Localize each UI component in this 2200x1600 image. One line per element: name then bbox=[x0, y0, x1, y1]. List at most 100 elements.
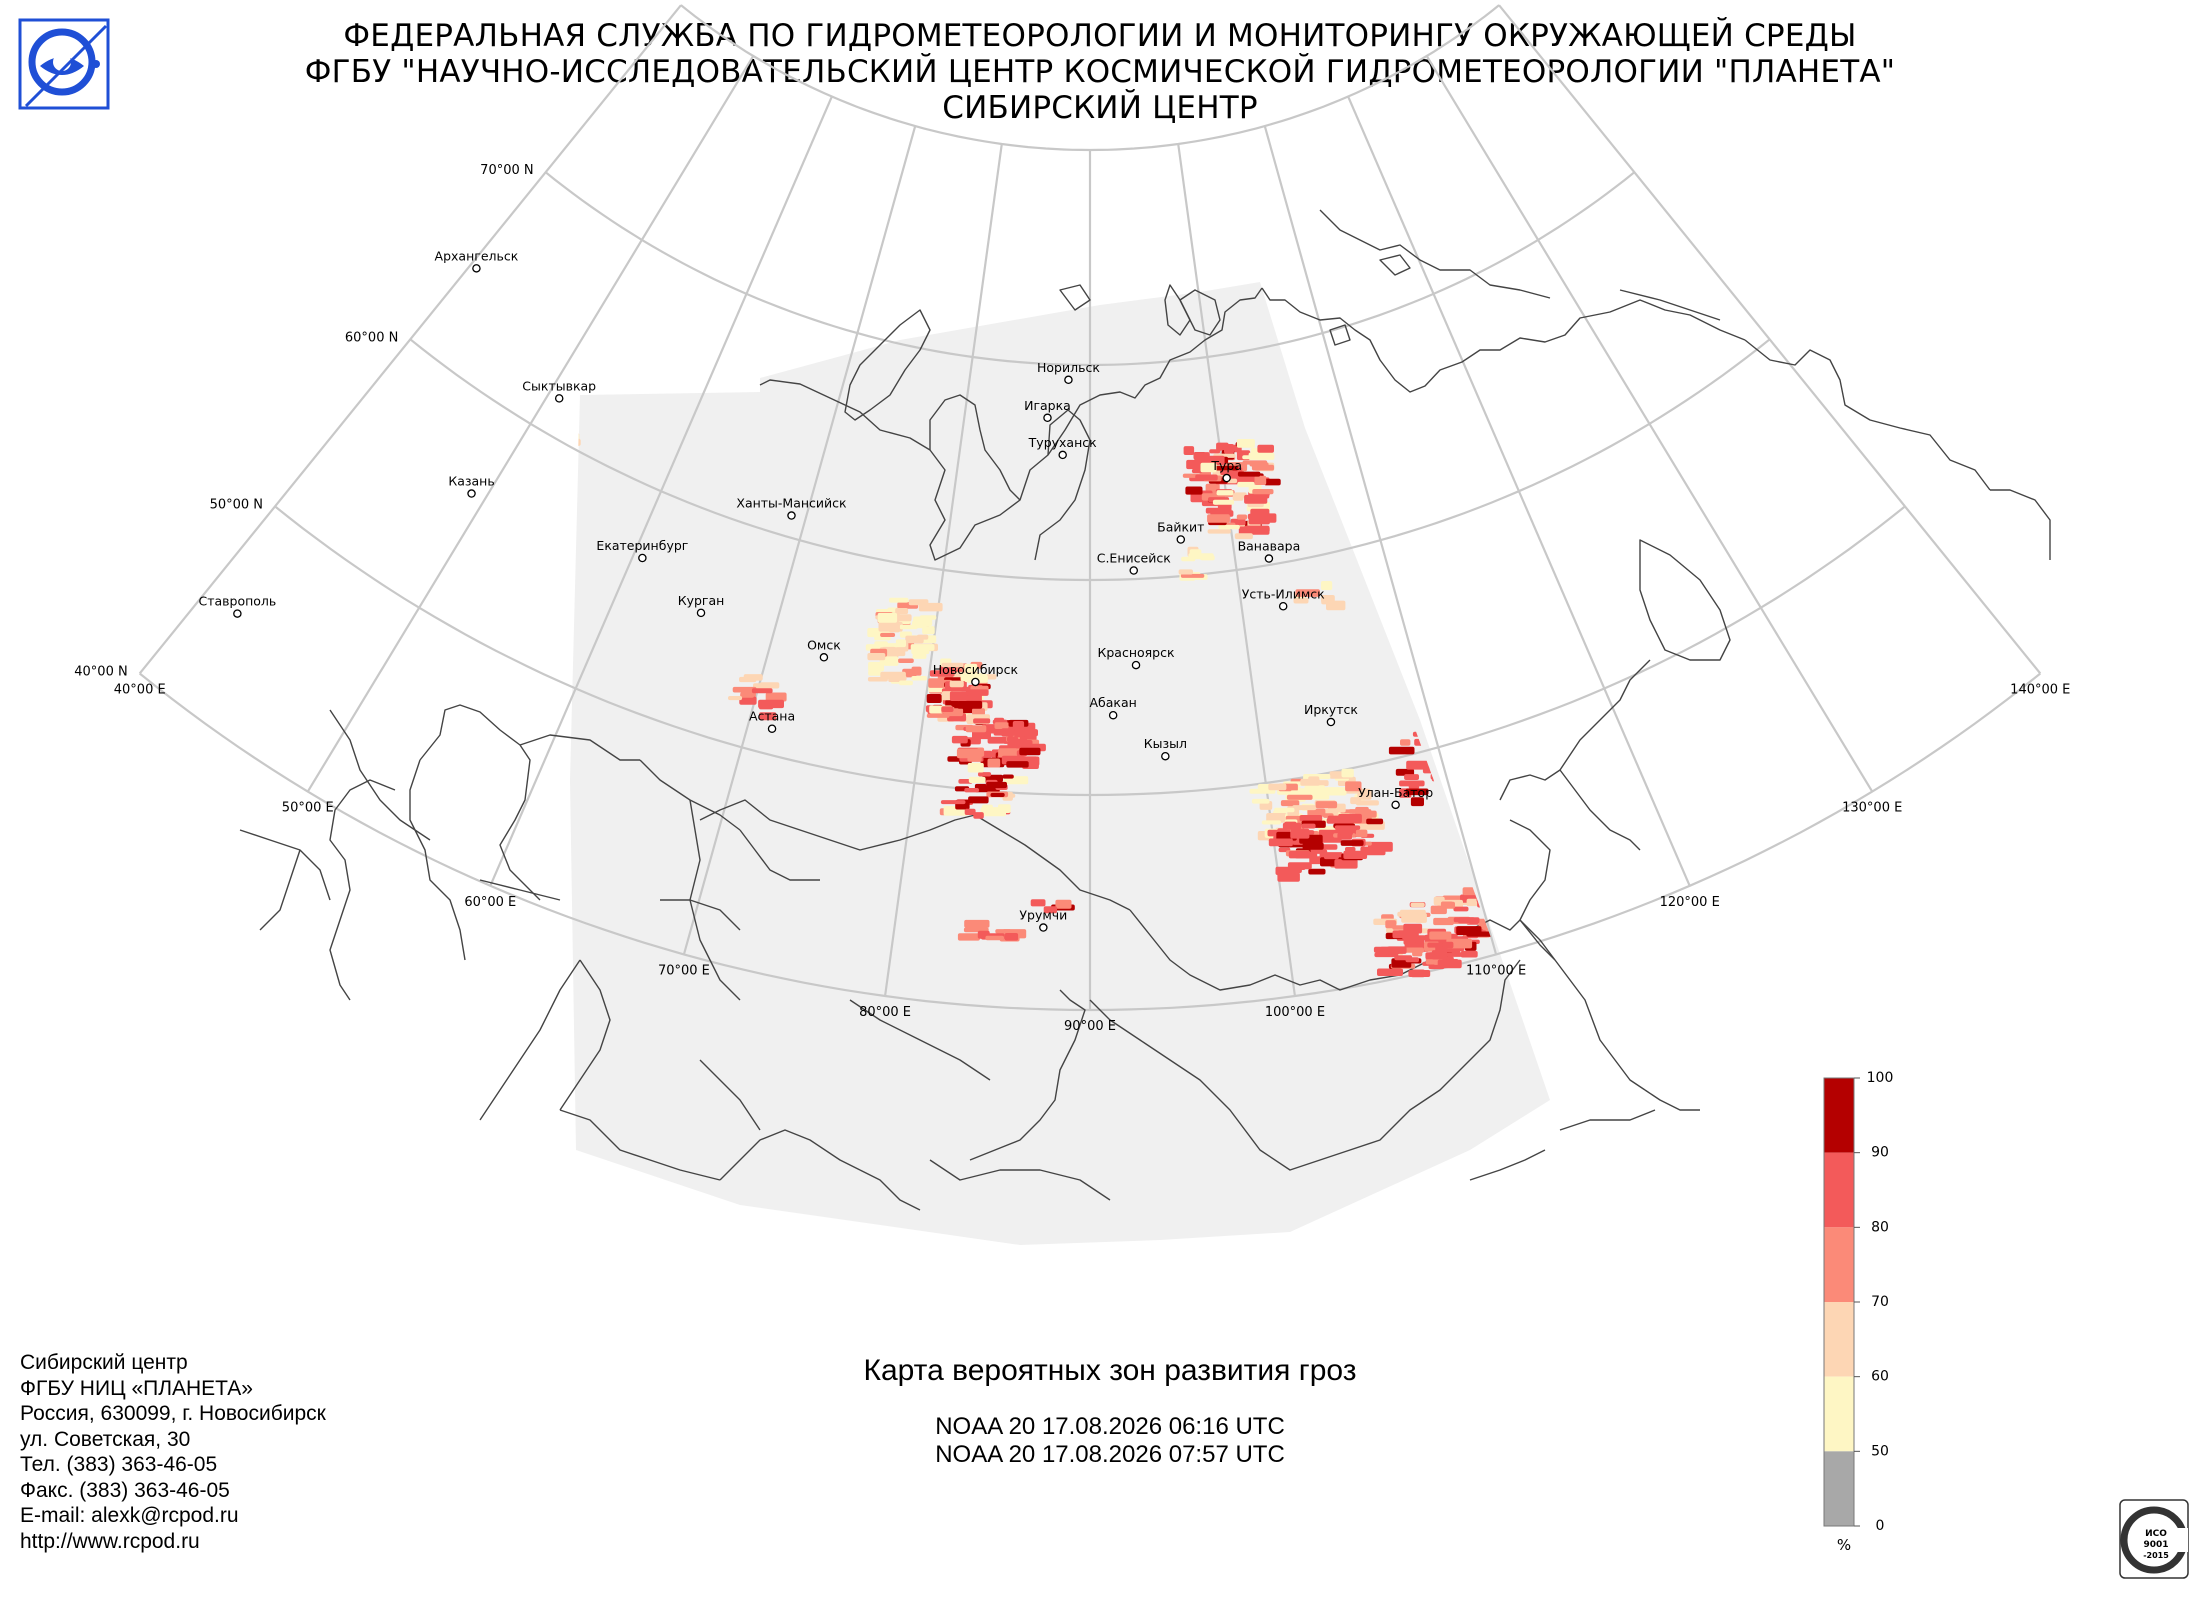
storm-cell bbox=[1321, 595, 1335, 605]
storm-cell bbox=[987, 758, 1001, 768]
city-dot-icon bbox=[233, 609, 242, 618]
storm-cell bbox=[1268, 783, 1287, 791]
latitude-label: 50°00 N bbox=[210, 497, 263, 512]
satellite-passes: NOAA 20 17.08.2026 06:16 UTC NOAA 20 17.… bbox=[760, 1413, 1460, 1469]
city-label: Игарка bbox=[1024, 398, 1071, 413]
storm-cell bbox=[1251, 464, 1275, 471]
storm-cell bbox=[1178, 569, 1193, 575]
storm-cell bbox=[1399, 780, 1425, 787]
contacts-line: Россия, 630099, г. Новосибирск bbox=[20, 1402, 326, 1425]
storm-cell bbox=[1484, 908, 1506, 915]
storm-cell bbox=[973, 812, 984, 819]
city-marker: Иркутск bbox=[1304, 702, 1358, 727]
storm-cell bbox=[1308, 868, 1326, 875]
storm-cell bbox=[568, 433, 580, 441]
city-label: Норильск bbox=[1037, 360, 1100, 375]
storm-cell bbox=[949, 680, 964, 688]
storm-cell bbox=[1496, 911, 1516, 922]
storm-cell bbox=[556, 425, 568, 431]
legend-tick-label: 50 bbox=[1871, 1443, 1889, 1459]
storm-cell bbox=[1200, 455, 1225, 466]
storm-cell bbox=[1467, 764, 1483, 770]
storm-cell bbox=[1357, 790, 1372, 800]
roshydromet-logo-icon bbox=[18, 18, 110, 110]
satellite-coverage bbox=[570, 282, 1550, 1245]
storm-cell bbox=[1439, 734, 1455, 741]
storm-cell bbox=[940, 800, 966, 805]
storm-cell bbox=[1323, 854, 1339, 860]
latitude-label: 60°00 N bbox=[345, 330, 398, 345]
city-label: Кызыл bbox=[1144, 736, 1187, 751]
legend-tick-label: 0 bbox=[1876, 1518, 1885, 1534]
contacts-email: E-mail: alexk@rcpod.ru bbox=[20, 1504, 239, 1527]
storm-cell bbox=[1484, 891, 1503, 897]
storm-cell bbox=[1460, 950, 1478, 958]
storm-cell bbox=[1236, 514, 1248, 520]
storm-cell bbox=[1380, 516, 1406, 523]
meridian-line bbox=[1425, 55, 1874, 793]
storm-cell bbox=[1213, 465, 1239, 471]
storm-cell bbox=[1007, 742, 1026, 747]
storm-cell bbox=[899, 624, 918, 630]
storm-cell bbox=[987, 736, 1012, 744]
storm-cell bbox=[1422, 550, 1435, 557]
storm-cell bbox=[1481, 894, 1494, 903]
storm-cell bbox=[1440, 768, 1456, 776]
storm-cell bbox=[1321, 581, 1333, 591]
storm-cell bbox=[1436, 510, 1448, 515]
storm-cell bbox=[1400, 739, 1411, 746]
storm-cell bbox=[964, 788, 979, 793]
contacts-line: ул. Советская, 30 bbox=[20, 1427, 191, 1451]
storm-cell bbox=[1431, 950, 1448, 960]
longitude-label: 120°00 E bbox=[1660, 895, 1720, 910]
header: ФЕДЕРАЛЬНАЯ СЛУЖБА ПО ГИДРОМЕТЕОРОЛОГИИ … bbox=[0, 18, 2200, 126]
storm-cell bbox=[759, 712, 777, 721]
storm-cell bbox=[1412, 949, 1423, 957]
city-dot-icon bbox=[1108, 710, 1118, 720]
city-dot-icon bbox=[767, 724, 777, 733]
storm-cell bbox=[1307, 808, 1326, 817]
longitude-label: 90°00 E bbox=[1064, 1019, 1116, 1034]
contacts-line: Тел. (383) 363-46-05 bbox=[20, 1453, 218, 1476]
storm-cell bbox=[1393, 515, 1407, 520]
storm-cell bbox=[867, 653, 886, 661]
storm-cell bbox=[1395, 768, 1415, 776]
city-label: С.Енисейск bbox=[1097, 551, 1171, 566]
legend-swatch bbox=[1824, 1078, 1854, 1153]
city-label: Усть-Илимск bbox=[1242, 586, 1325, 601]
city-dot-icon bbox=[1043, 413, 1052, 423]
storm-cell bbox=[1452, 730, 1472, 739]
storm-cell bbox=[1405, 788, 1429, 796]
longitude-label: 110°00 E bbox=[1466, 963, 1526, 978]
storm-cell bbox=[957, 700, 983, 709]
storm-cell bbox=[922, 626, 935, 635]
storm-cell bbox=[895, 608, 909, 615]
storm-cell bbox=[1268, 838, 1293, 847]
storm-cell bbox=[1244, 494, 1268, 504]
storm-cell bbox=[1180, 573, 1205, 578]
storm-cell bbox=[1468, 776, 1484, 785]
storm-cell bbox=[1019, 747, 1041, 756]
city-dot-icon bbox=[1058, 450, 1067, 460]
storm-cell bbox=[1386, 501, 1397, 507]
storm-cell bbox=[1477, 744, 1503, 752]
iso-text-1: ИСО bbox=[2145, 1529, 2167, 1539]
city-label: Ханты-Мансийск bbox=[736, 496, 847, 511]
storm-cell bbox=[1467, 776, 1484, 785]
storm-cell bbox=[1437, 959, 1462, 969]
storm-cell bbox=[972, 708, 985, 716]
storm-cell bbox=[1334, 859, 1358, 869]
storm-cell bbox=[1327, 815, 1353, 821]
city-label: Казань bbox=[448, 474, 494, 489]
storm-cell bbox=[926, 694, 942, 703]
storm-cell bbox=[1236, 439, 1255, 448]
storm-cell bbox=[1355, 829, 1368, 838]
storm-cell bbox=[1185, 486, 1203, 495]
storm-cell bbox=[868, 661, 885, 672]
legend-tick-label: 90 bbox=[1871, 1145, 1889, 1161]
storm-cell bbox=[1401, 505, 1423, 513]
longitude-label: 60°00 E bbox=[464, 895, 516, 910]
storm-cell bbox=[1043, 906, 1057, 914]
storm-cell bbox=[1471, 751, 1489, 756]
